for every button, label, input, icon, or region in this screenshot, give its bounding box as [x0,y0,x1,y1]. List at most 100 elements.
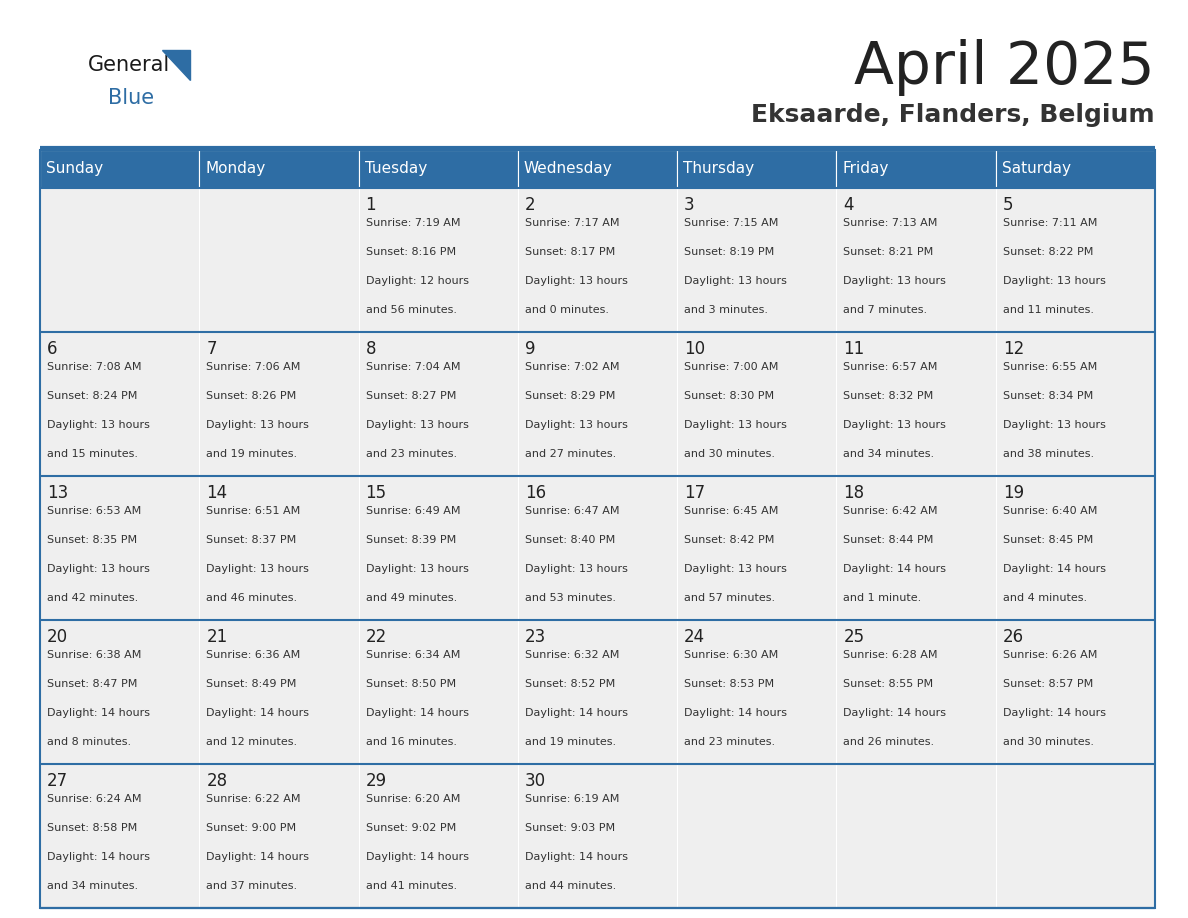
Text: Thursday: Thursday [683,162,754,176]
Text: Daylight: 13 hours: Daylight: 13 hours [366,420,468,430]
Bar [200,150,359,188]
Text: Sunrise: 7:19 AM: Sunrise: 7:19 AM [366,218,460,228]
Text: Sunrise: 6:38 AM: Sunrise: 6:38 AM [48,650,141,660]
Text: Sunrise: 6:30 AM: Sunrise: 6:30 AM [684,650,778,660]
Text: Daylight: 14 hours: Daylight: 14 hours [684,708,788,718]
Bar [200,332,359,476]
Bar [200,764,359,908]
Text: Daylight: 14 hours: Daylight: 14 hours [525,852,627,862]
Text: Daylight: 14 hours: Daylight: 14 hours [366,708,468,718]
Text: Sunset: 8:45 PM: Sunset: 8:45 PM [1003,535,1093,545]
Text: Daylight: 14 hours: Daylight: 14 hours [366,852,468,862]
Bar [40,620,200,764]
Text: 8: 8 [366,340,377,358]
Bar [359,150,518,188]
Text: 30: 30 [525,772,546,790]
Text: Sunrise: 6:55 AM: Sunrise: 6:55 AM [1003,362,1097,372]
Bar [359,764,518,908]
Text: and 3 minutes.: and 3 minutes. [684,305,769,315]
Text: Sunrise: 6:57 AM: Sunrise: 6:57 AM [843,362,937,372]
Bar [677,150,836,188]
Text: 19: 19 [1003,484,1024,502]
Text: Sunrise: 7:17 AM: Sunrise: 7:17 AM [525,218,619,228]
Text: 1: 1 [366,196,377,214]
Text: Daylight: 13 hours: Daylight: 13 hours [843,276,947,286]
Text: Sunrise: 6:20 AM: Sunrise: 6:20 AM [366,794,460,804]
Text: Sunrise: 7:11 AM: Sunrise: 7:11 AM [1003,218,1097,228]
Text: and 23 minutes.: and 23 minutes. [366,449,456,459]
Text: 10: 10 [684,340,706,358]
Text: Daylight: 14 hours: Daylight: 14 hours [48,708,150,718]
Text: and 7 minutes.: and 7 minutes. [843,305,928,315]
Text: Sunset: 9:03 PM: Sunset: 9:03 PM [525,823,615,833]
Bar [359,476,518,620]
Text: Blue: Blue [108,88,154,108]
Text: Sunset: 8:24 PM: Sunset: 8:24 PM [48,391,138,401]
Text: Daylight: 14 hours: Daylight: 14 hours [1003,564,1106,574]
Bar [40,764,200,908]
Text: Sunrise: 6:49 AM: Sunrise: 6:49 AM [366,506,460,516]
Text: Sunset: 8:26 PM: Sunset: 8:26 PM [207,391,297,401]
Text: 17: 17 [684,484,706,502]
Text: Daylight: 14 hours: Daylight: 14 hours [207,852,309,862]
Bar [359,620,518,764]
Text: Sunset: 8:53 PM: Sunset: 8:53 PM [684,679,775,689]
Text: Wednesday: Wednesday [524,162,613,176]
Text: and 30 minutes.: and 30 minutes. [1003,737,1094,747]
Bar [677,620,836,764]
Text: 4: 4 [843,196,854,214]
Text: 24: 24 [684,628,706,646]
Bar [677,188,836,332]
Text: 2: 2 [525,196,536,214]
Text: and 46 minutes.: and 46 minutes. [207,593,297,603]
Text: Daylight: 13 hours: Daylight: 13 hours [207,564,309,574]
Text: Sunset: 8:58 PM: Sunset: 8:58 PM [48,823,138,833]
Text: Daylight: 13 hours: Daylight: 13 hours [1003,420,1106,430]
Bar [836,188,996,332]
Bar [836,764,996,908]
Text: Sunset: 8:29 PM: Sunset: 8:29 PM [525,391,615,401]
Bar [200,188,359,332]
Text: Sunrise: 6:47 AM: Sunrise: 6:47 AM [525,506,619,516]
Text: Sunrise: 6:32 AM: Sunrise: 6:32 AM [525,650,619,660]
Text: and 15 minutes.: and 15 minutes. [48,449,138,459]
Text: Daylight: 13 hours: Daylight: 13 hours [525,564,627,574]
Text: Tuesday: Tuesday [365,162,426,176]
Text: 12: 12 [1003,340,1024,358]
Bar [518,332,677,476]
Text: and 12 minutes.: and 12 minutes. [207,737,297,747]
Text: Sunrise: 6:34 AM: Sunrise: 6:34 AM [366,650,460,660]
Text: Sunrise: 6:53 AM: Sunrise: 6:53 AM [48,506,141,516]
Text: Sunset: 8:19 PM: Sunset: 8:19 PM [684,247,775,257]
Text: Sunrise: 6:42 AM: Sunrise: 6:42 AM [843,506,939,516]
Text: and 1 minute.: and 1 minute. [843,593,922,603]
Text: April 2025: April 2025 [854,39,1155,96]
Text: and 37 minutes.: and 37 minutes. [207,881,297,891]
Text: Sunrise: 7:08 AM: Sunrise: 7:08 AM [48,362,141,372]
Text: and 53 minutes.: and 53 minutes. [525,593,615,603]
Text: 23: 23 [525,628,546,646]
Text: and 27 minutes.: and 27 minutes. [525,449,617,459]
Text: Daylight: 13 hours: Daylight: 13 hours [366,564,468,574]
Bar [40,150,200,188]
Text: Sunset: 8:37 PM: Sunset: 8:37 PM [207,535,297,545]
Bar [836,620,996,764]
Text: Daylight: 13 hours: Daylight: 13 hours [48,564,150,574]
Bar [359,332,518,476]
Text: 14: 14 [207,484,227,502]
Text: 27: 27 [48,772,68,790]
Text: Sunrise: 6:51 AM: Sunrise: 6:51 AM [207,506,301,516]
Text: Sunrise: 6:36 AM: Sunrise: 6:36 AM [207,650,301,660]
Text: Sunrise: 7:04 AM: Sunrise: 7:04 AM [366,362,460,372]
Text: Sunset: 8:35 PM: Sunset: 8:35 PM [48,535,137,545]
Text: Sunrise: 7:13 AM: Sunrise: 7:13 AM [843,218,937,228]
Text: Sunrise: 6:40 AM: Sunrise: 6:40 AM [1003,506,1097,516]
Text: Sunset: 8:55 PM: Sunset: 8:55 PM [843,679,934,689]
Text: Daylight: 13 hours: Daylight: 13 hours [684,564,786,574]
Text: 21: 21 [207,628,228,646]
Text: and 44 minutes.: and 44 minutes. [525,881,617,891]
Text: Daylight: 13 hours: Daylight: 13 hours [843,420,947,430]
Text: and 11 minutes.: and 11 minutes. [1003,305,1094,315]
Text: and 56 minutes.: and 56 minutes. [366,305,456,315]
Text: Sunset: 8:32 PM: Sunset: 8:32 PM [843,391,934,401]
